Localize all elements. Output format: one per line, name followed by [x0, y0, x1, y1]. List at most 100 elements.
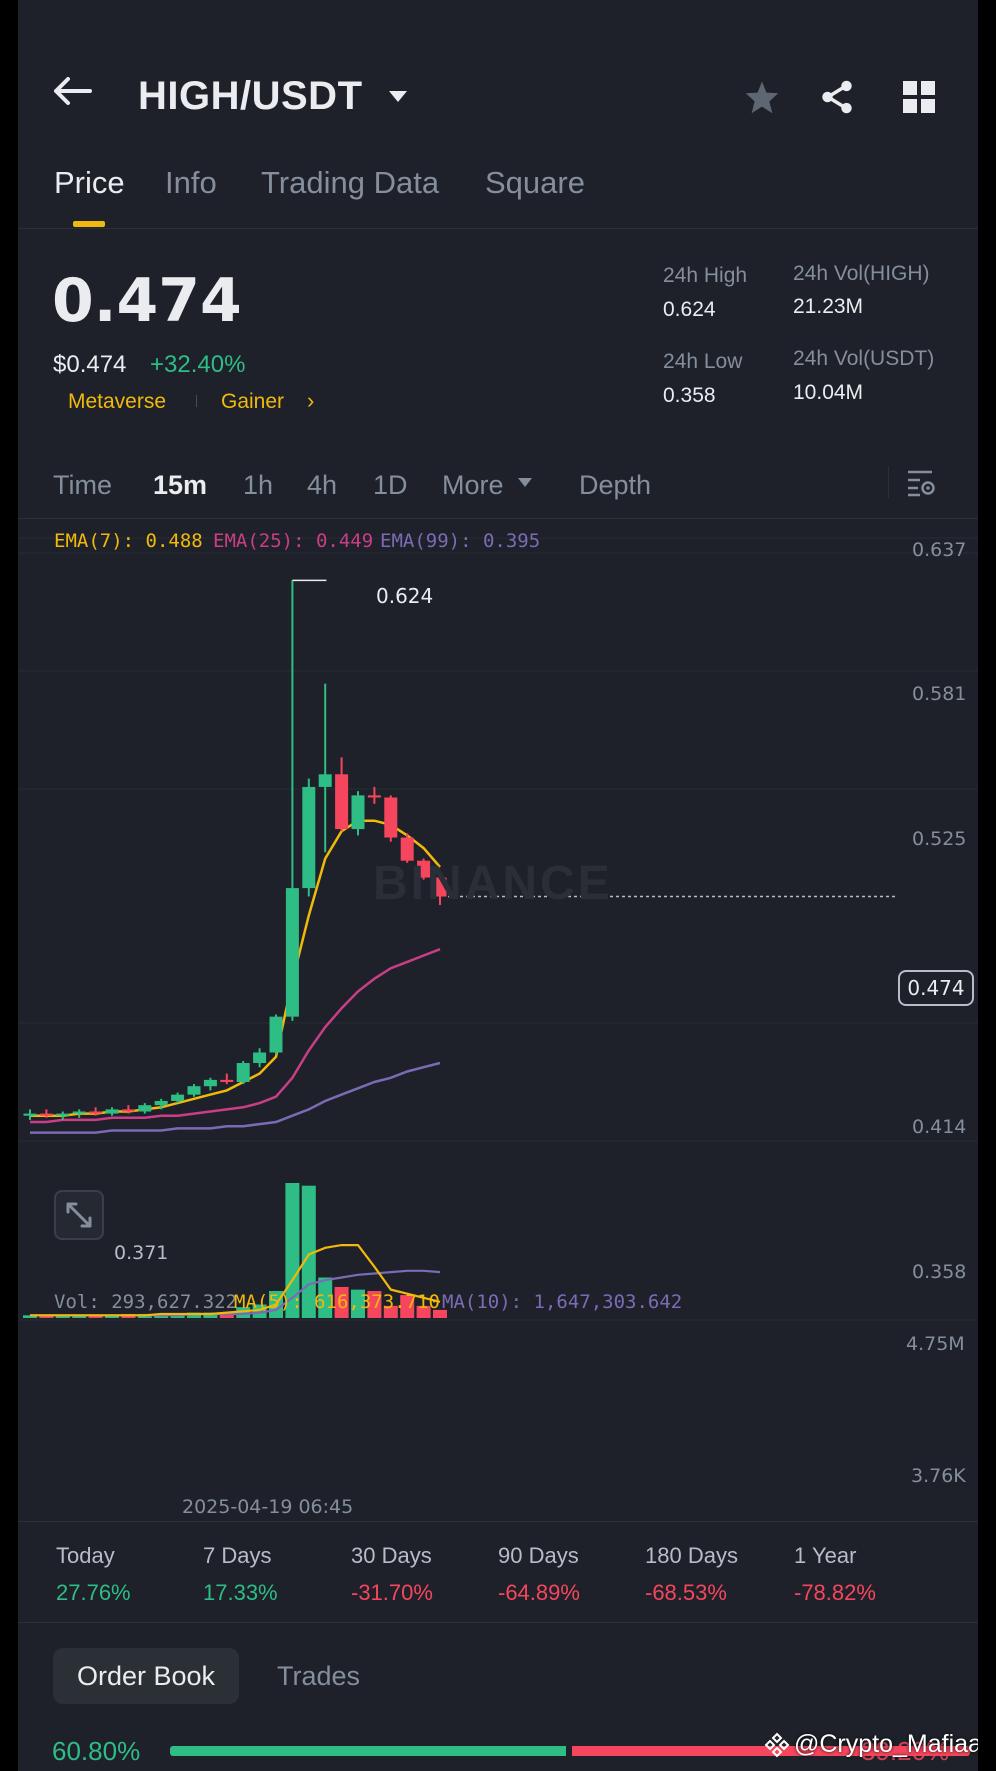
credit-watermark: @Crypto_Mafiaa	[764, 1730, 978, 1759]
tab-info[interactable]: Info	[165, 165, 217, 200]
back-arrow-icon[interactable]	[52, 76, 92, 106]
price-change: +32.40%	[150, 351, 246, 378]
grid-menu-icon[interactable]	[902, 80, 936, 114]
ema99-label: EMA(99): 0.395	[380, 530, 541, 552]
candle-body	[400, 837, 414, 861]
tab-square[interactable]: Square	[485, 165, 585, 200]
interval-15m[interactable]: 15m	[153, 470, 208, 500]
tab-active-indicator	[73, 221, 105, 227]
candle-body	[187, 1086, 201, 1095]
volume-bar	[400, 1295, 415, 1318]
ma10-label: MA(10): 1,647,303.642	[442, 1291, 683, 1313]
expand-icon[interactable]	[54, 1190, 104, 1240]
candle-body	[318, 774, 332, 787]
high-label: 24h High	[663, 264, 748, 287]
volume-bar	[219, 1312, 234, 1318]
tab-trades[interactable]: Trades	[277, 1661, 361, 1691]
interval-more[interactable]: More	[442, 470, 504, 500]
candle-body	[253, 1052, 267, 1064]
perf-label: 1 Year	[794, 1543, 857, 1568]
volume-bar	[318, 1277, 333, 1318]
volume-bar	[105, 1315, 119, 1318]
candle-body	[154, 1100, 168, 1106]
candle-body	[335, 774, 349, 830]
interval-1d[interactable]: 1D	[373, 470, 408, 500]
vol-quote-value: 10.04M	[793, 381, 864, 404]
ask-percent: 39.20%	[861, 1736, 950, 1766]
volume-bar	[416, 1305, 431, 1318]
candle-body	[269, 1016, 283, 1053]
candle-body	[171, 1094, 185, 1101]
tag-metaverse[interactable]: Metaverse	[68, 390, 167, 413]
ask-ratio-bar	[572, 1746, 970, 1756]
perf-label: 7 Days	[203, 1543, 272, 1568]
price-tick: 0.414	[912, 1116, 967, 1138]
tab-price[interactable]: Price	[54, 165, 125, 200]
ma5-label: MA(5): 616,373.710	[234, 1291, 440, 1313]
volume-tick: 4.75M	[906, 1333, 965, 1355]
price-tick: 0.525	[912, 828, 967, 850]
perf-label: 30 Days	[351, 1543, 432, 1568]
ema99-line	[30, 1061, 441, 1134]
high-marker-label: 0.624	[376, 584, 434, 608]
volume-bar	[236, 1307, 251, 1318]
bid-percent: 60.80%	[52, 1736, 141, 1766]
candle-body	[433, 877, 447, 897]
candle-body	[417, 860, 431, 878]
volume-bar	[301, 1185, 316, 1318]
candle-body	[72, 1111, 86, 1114]
perf-value: -64.89%	[498, 1580, 580, 1605]
volume-bar	[55, 1315, 70, 1318]
volume-bar	[72, 1315, 87, 1318]
app-screen: HIGH/USDT Price Info Trading Data Square…	[18, 0, 978, 1771]
candle-body	[23, 1113, 37, 1116]
interval-4h[interactable]: 4h	[307, 470, 338, 500]
star-icon[interactable]	[744, 80, 780, 114]
tabs-divider	[18, 228, 978, 229]
candle-body	[105, 1109, 119, 1114]
tab-trading-data[interactable]: Trading Data	[261, 165, 440, 200]
volume-bar	[433, 1309, 447, 1318]
vol-ma5-line	[30, 1244, 441, 1317]
candle-body	[138, 1105, 152, 1112]
chart-bottom-divider	[18, 1521, 978, 1522]
perf-label: Today	[56, 1543, 115, 1568]
candle-body	[384, 797, 398, 838]
interval-divider-line	[18, 518, 978, 519]
ema25-line	[30, 948, 441, 1124]
credit-text: @Crypto_Mafiaa	[794, 1730, 978, 1758]
tag-gainer[interactable]: Gainer	[221, 390, 285, 413]
tag-separator	[196, 395, 197, 407]
ema25-label: EMA(25): 0.449	[213, 530, 374, 552]
interval-time[interactable]: Time	[53, 470, 112, 500]
candlestick-chart[interactable]	[18, 518, 978, 1498]
more-caret-icon[interactable]	[518, 478, 532, 488]
interval-1h[interactable]: 1h	[243, 470, 274, 500]
price-tick: 0.581	[912, 683, 967, 705]
vol-quote-label: 24h Vol(USDT)	[793, 347, 935, 370]
candle-body	[203, 1079, 217, 1087]
price-tick: 0.637	[912, 539, 967, 561]
chevron-right-icon[interactable]: ›	[307, 388, 315, 413]
usd-price: $0.474	[53, 351, 127, 378]
low-label: 24h Low	[663, 350, 743, 373]
volume-bar	[39, 1315, 54, 1318]
ema7-label: EMA(7): 0.488	[54, 530, 203, 552]
tab-order-book[interactable]: Order Book	[53, 1648, 239, 1704]
vol-base-label: 24h Vol(HIGH)	[793, 262, 930, 285]
interval-depth[interactable]: Depth	[579, 470, 652, 500]
low-value: 0.358	[663, 384, 716, 407]
interval-divider	[888, 466, 889, 498]
candle-body	[89, 1111, 103, 1114]
volume-bar	[334, 1286, 349, 1318]
perf-label: 90 Days	[498, 1543, 579, 1568]
current-price-tag: 0.474	[898, 970, 974, 1006]
pair-title[interactable]: HIGH/USDT	[138, 74, 363, 118]
share-icon[interactable]	[818, 78, 856, 116]
volume-bar	[187, 1312, 201, 1318]
chart-settings-icon[interactable]	[906, 468, 938, 498]
volume-bar	[367, 1291, 382, 1318]
caret-down-icon[interactable]	[388, 90, 408, 104]
bid-ratio-bar	[170, 1746, 566, 1756]
vol-base-value: 21.23M	[793, 295, 864, 318]
